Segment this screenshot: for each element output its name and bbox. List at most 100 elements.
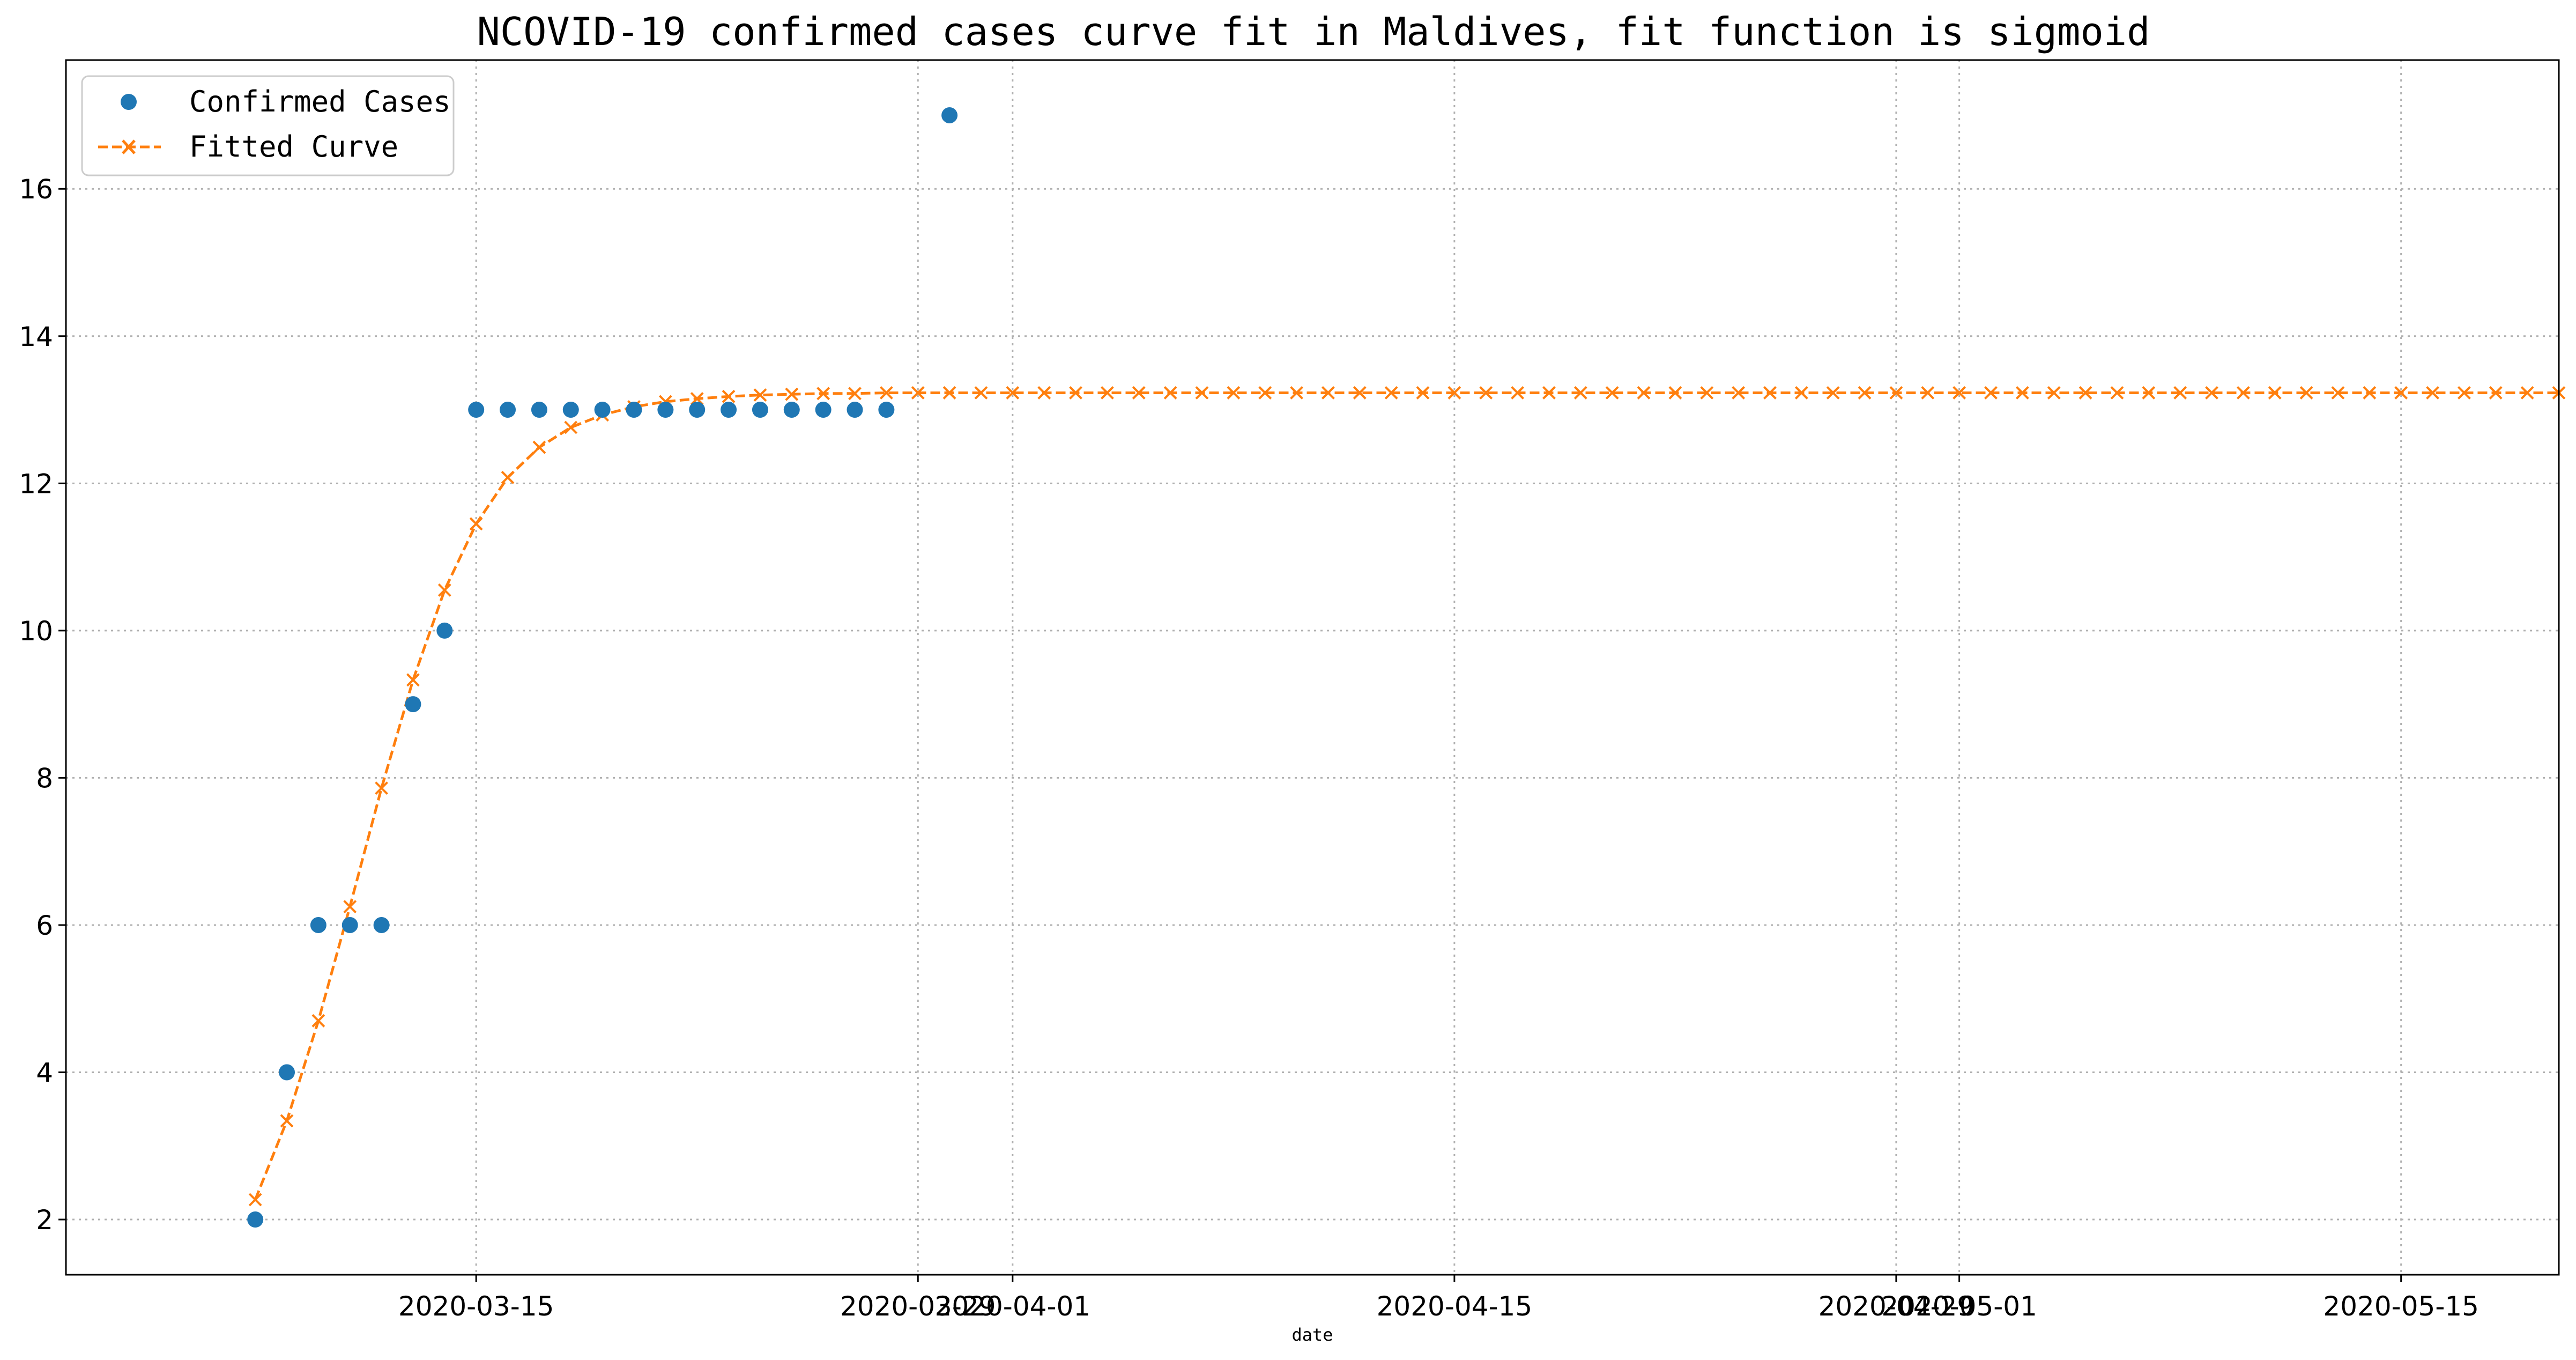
y-tick-label: 10 bbox=[19, 616, 53, 647]
fitted-curve-point bbox=[2426, 386, 2439, 400]
fitted-curve-point bbox=[2236, 386, 2250, 400]
x-tick-label: 2020-05-01 bbox=[1881, 1291, 2037, 1322]
fitted-curve-point bbox=[1858, 386, 1872, 400]
fitted-curve-point bbox=[2363, 386, 2377, 400]
fitted-curve-point bbox=[564, 420, 578, 434]
fitted-curve-point bbox=[2489, 386, 2503, 400]
fitted-curve-point bbox=[1732, 386, 1746, 400]
fitted-curve-point bbox=[1258, 386, 1272, 400]
fitted-curve-point bbox=[974, 386, 988, 400]
fitted-curve-point bbox=[690, 392, 704, 405]
confirmed-case-point bbox=[405, 696, 421, 713]
x-axis-label: date bbox=[1291, 1325, 1333, 1345]
fitted-curve-point bbox=[753, 388, 767, 402]
confirmed-case-point bbox=[752, 402, 768, 418]
fitted-curve-point bbox=[1479, 386, 1493, 400]
y-tick-label: 4 bbox=[36, 1058, 53, 1089]
fitted-curve-point bbox=[2331, 386, 2345, 400]
confirmed-case-point bbox=[847, 402, 863, 418]
fitted-curve-point bbox=[437, 583, 451, 597]
fitted-curve-point bbox=[1132, 386, 1146, 400]
fitted-curve-point bbox=[2110, 386, 2124, 400]
fitted-curve-point bbox=[2142, 386, 2156, 400]
fitted-curve-point bbox=[2173, 386, 2187, 400]
fitted-curve-point bbox=[879, 386, 893, 400]
plot-frame bbox=[65, 59, 2560, 1276]
confirmed-case-point bbox=[626, 402, 642, 418]
legend-box bbox=[81, 75, 455, 176]
confirmed-case-point bbox=[562, 402, 579, 418]
confirmed-case-point bbox=[815, 402, 832, 418]
confirmed-case-point bbox=[531, 402, 547, 418]
fitted-curve-point bbox=[1195, 386, 1209, 400]
confirmed-case-point bbox=[468, 402, 485, 418]
fitted-curve-point bbox=[1542, 386, 1556, 400]
fitted-curve-point bbox=[469, 517, 483, 531]
fitted-curve-point bbox=[2520, 386, 2534, 400]
fitted-curve-point bbox=[816, 387, 830, 401]
fitted-curve-point bbox=[343, 900, 357, 914]
confirmed-case-point bbox=[500, 402, 516, 418]
x-tick-label: 2020-05-15 bbox=[2323, 1291, 2479, 1322]
fitted-curve-point bbox=[1227, 386, 1241, 400]
fitted-curve-point bbox=[848, 387, 862, 401]
fitted-curve-point bbox=[2394, 386, 2408, 400]
confirmed-case-point bbox=[342, 916, 358, 933]
legend-marker-fitted-curve bbox=[122, 139, 136, 154]
series-layer bbox=[247, 107, 2566, 1228]
confirmed-case-point bbox=[373, 916, 390, 933]
confirmed-case-point bbox=[436, 622, 453, 639]
fitted-curve-point bbox=[1100, 386, 1114, 400]
fitted-curve-point bbox=[2047, 386, 2061, 400]
fitted-curve-point bbox=[1353, 386, 1367, 400]
chart-title: NCOVID-19 confirmed cases curve fit in M… bbox=[477, 9, 2150, 54]
fitted-curve-point bbox=[2268, 386, 2282, 400]
fitted-curve-point bbox=[1163, 386, 1177, 400]
fitted-curve-point bbox=[1984, 386, 1998, 400]
fitted-curve-point bbox=[501, 470, 515, 484]
fitted-curve-point bbox=[1921, 386, 1935, 400]
fitted-curve-point bbox=[1794, 386, 1808, 400]
fitted-curve-point bbox=[532, 440, 546, 454]
confirmed-case-point bbox=[941, 107, 958, 123]
fitted-curve-point bbox=[280, 1114, 294, 1128]
fitted-curve-point bbox=[2205, 386, 2218, 400]
fitted-curve-point bbox=[248, 1193, 262, 1207]
fitted-curve-point bbox=[1384, 386, 1398, 400]
fitted-curve-point bbox=[1290, 386, 1303, 400]
x-tick-label: 2020-04-15 bbox=[1377, 1291, 1533, 1322]
fitted-curve-point bbox=[2299, 386, 2313, 400]
fitted-curve-point bbox=[1416, 386, 1430, 400]
y-tick-label: 8 bbox=[36, 763, 53, 794]
fitted-curve-point bbox=[1447, 386, 1461, 400]
fitted-curve-point bbox=[785, 387, 799, 401]
fitted-curve-point bbox=[2078, 386, 2092, 400]
y-tick-label: 14 bbox=[19, 321, 53, 352]
confirmed-case-point bbox=[657, 402, 674, 418]
confirmed-case-point bbox=[689, 402, 706, 418]
fitted-curve-point bbox=[1069, 386, 1082, 400]
y-tick-label: 6 bbox=[36, 910, 53, 941]
x-tick-label: 2020-04-29 bbox=[1818, 1291, 1974, 1322]
fitted-curve-point bbox=[1668, 386, 1682, 400]
fitted-curve-point bbox=[311, 1014, 325, 1028]
y-tick-label: 12 bbox=[19, 468, 53, 499]
legend-label-confirmed-cases: Confirmed Cases bbox=[189, 85, 451, 119]
legend-label-fitted-curve: Fitted Curve bbox=[189, 130, 398, 164]
fitted-curve-point bbox=[1006, 386, 1020, 400]
legend: Confirmed Cases Fitted Curve bbox=[81, 75, 455, 176]
confirmed-case-point bbox=[783, 402, 800, 418]
fitted-curve-point bbox=[2015, 386, 2029, 400]
x-tick-label: 2020-03-29 bbox=[840, 1291, 996, 1322]
fitted-curve-point bbox=[722, 389, 736, 403]
fitted-curve-point bbox=[406, 673, 420, 687]
legend-marker-confirmed-cases bbox=[121, 94, 137, 110]
x-tick-label: 2020-04-01 bbox=[935, 1291, 1091, 1322]
fitted-curve-point bbox=[375, 781, 389, 795]
fitted-curve-point bbox=[1573, 386, 1587, 400]
y-tick-label: 2 bbox=[36, 1204, 53, 1236]
fitted-curve-point bbox=[942, 386, 956, 400]
